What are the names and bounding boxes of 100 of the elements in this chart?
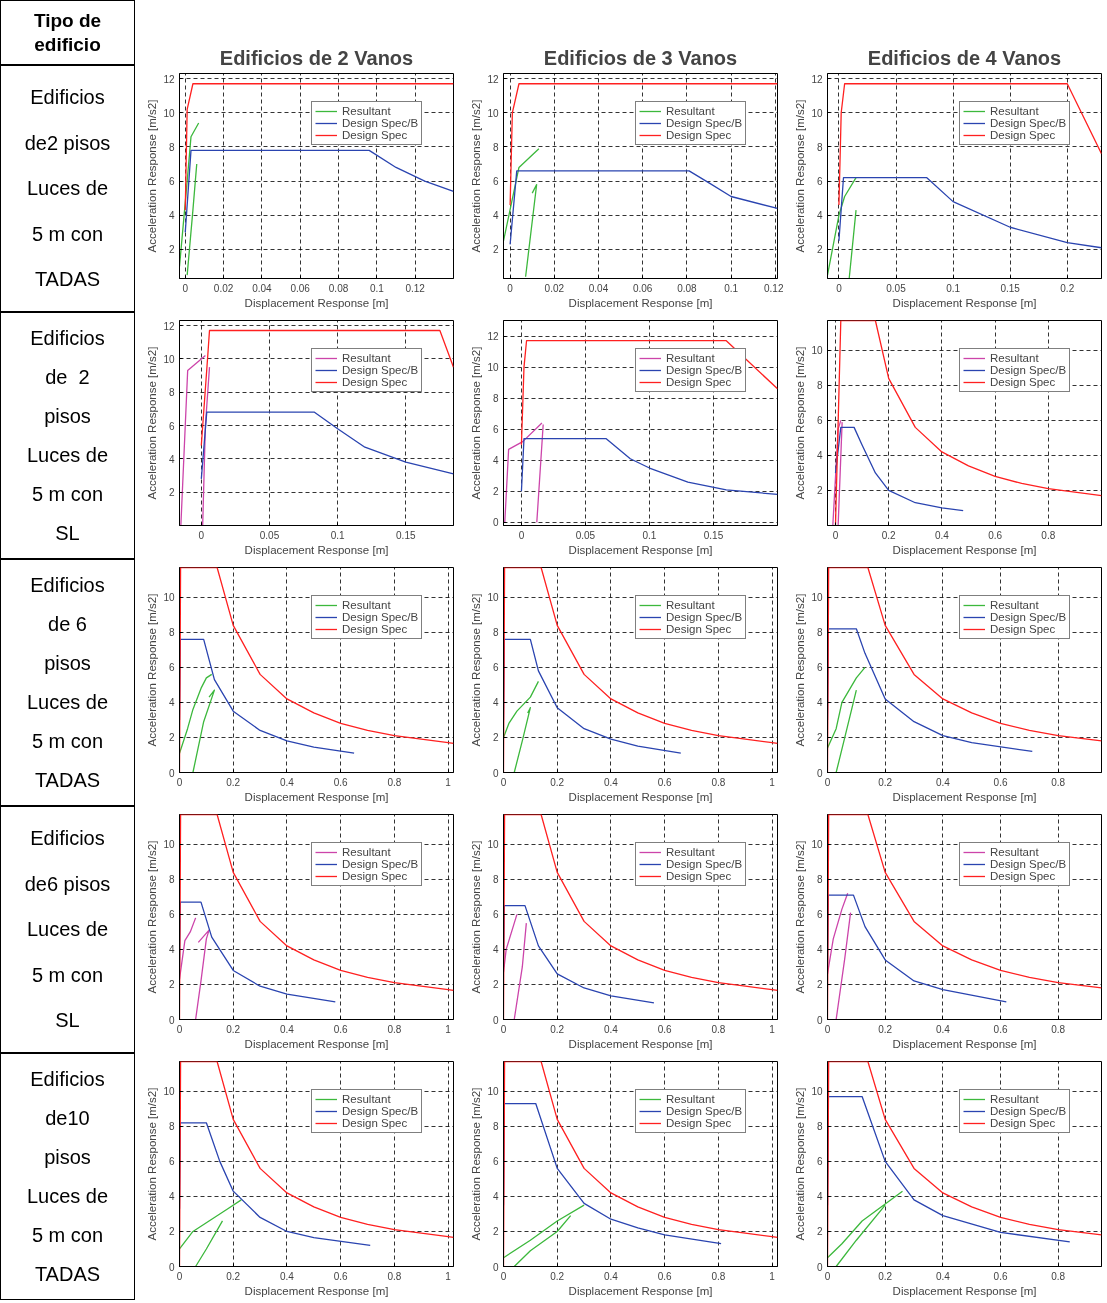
chart-title: Edificios de 4 Vanos	[867, 46, 1062, 69]
legend-label: Resultant	[666, 352, 715, 364]
x-tick-label: 0	[836, 282, 843, 294]
y-tick-label: 2	[168, 487, 175, 499]
y-tick-label: 10	[163, 353, 175, 365]
text: de2 pisos	[24, 130, 111, 156]
x-tick-label: 0.05	[259, 529, 280, 541]
x-tick-label: 0.4	[604, 776, 619, 788]
x-tick-label: 0.2	[550, 776, 565, 788]
x-tick-label: 0.15	[1000, 282, 1021, 294]
legend-label: Resultant	[990, 846, 1039, 858]
y-tick-label: 12	[811, 73, 823, 85]
y-axis-title: Acceleration Response [m/s2]	[794, 1087, 807, 1241]
legend-label: Resultant	[342, 846, 391, 858]
text: Edificios	[30, 85, 105, 111]
x-tick-label: 0.15	[703, 529, 724, 541]
x-tick-label: 0.2	[226, 776, 241, 788]
x-tick-label: 0	[176, 1270, 183, 1282]
y-axis-title: Acceleration Response [m/s2]	[146, 593, 159, 747]
y-tick-label: 2	[816, 732, 823, 744]
x-tick-label: 0.6	[657, 776, 673, 788]
y-axis-title: Acceleration Response [m/s2]	[146, 1087, 159, 1241]
y-tick-label: 8	[168, 141, 175, 153]
x-axis-title: Displacement Response [m]	[892, 1037, 1037, 1050]
legend-label: Design Spec/B	[342, 1105, 419, 1117]
x-tick-label: 0.1	[946, 282, 961, 294]
legend-label: Design Spec/B	[666, 364, 743, 376]
legend-label: Design Spec/B	[342, 364, 419, 376]
y-tick-label: 0	[492, 1261, 499, 1273]
legend-label: Design Spec	[342, 376, 408, 388]
x-axis-title: Displacement Response [m]	[892, 296, 1037, 309]
x-tick-label: 0	[176, 776, 183, 788]
text: 5 m con	[31, 221, 104, 247]
y-tick-label: 10	[163, 592, 175, 604]
legend-label: Resultant	[990, 105, 1039, 117]
x-tick-label: 0.2	[878, 1270, 893, 1282]
x-tick-label: 0.1	[330, 529, 346, 541]
y-tick-label: 4	[816, 697, 823, 709]
x-tick-label: 0.6	[993, 1023, 1008, 1035]
y-axis-title: Acceleration Response [m/s2]	[470, 593, 483, 747]
y-axis-title: Acceleration Response [m/s2]	[794, 99, 807, 253]
y-tick-label: 10	[163, 839, 175, 851]
x-axis-title: Displacement Response [m]	[892, 543, 1037, 556]
x-tick-label: 0.8	[387, 1023, 402, 1035]
y-tick-label: 10	[163, 107, 175, 119]
y-axis-title: Acceleration Response [m/s2]	[146, 840, 159, 994]
y-tick-label: 10	[487, 362, 499, 374]
y-tick-label: 6	[816, 662, 823, 674]
legend-label: Resultant	[342, 352, 391, 364]
y-tick-label: 4	[816, 210, 823, 222]
y-tick-label: 4	[168, 453, 175, 465]
x-tick-label: 0.2	[550, 1270, 565, 1282]
y-tick-label: 10	[487, 1086, 499, 1098]
x-tick-label: 0.2	[878, 776, 893, 788]
line-series	[184, 149, 454, 234]
y-tick-label: 2	[492, 732, 499, 744]
legend-label: Design Spec	[666, 623, 732, 635]
line-series	[838, 177, 1102, 249]
legend-label: Resultant	[342, 599, 391, 611]
legend-label: Design Spec/B	[990, 611, 1067, 623]
text: TADAS	[34, 1261, 101, 1287]
x-tick-label: 1	[445, 1270, 452, 1282]
x-tick-label: 0	[176, 1023, 183, 1035]
x-axis-title: Displacement Response [m]	[244, 543, 389, 556]
y-tick-label: 4	[168, 1191, 175, 1203]
text: SL	[55, 520, 80, 546]
x-tick-label: 0.12	[764, 282, 784, 294]
legend-label: Design Spec/B	[666, 117, 743, 129]
x-tick-label: 0.6	[657, 1270, 673, 1282]
y-tick-label: 6	[492, 909, 499, 921]
text: Edificios	[30, 572, 105, 598]
line-series	[838, 83, 1102, 206]
x-tick-label: 0.8	[387, 776, 402, 788]
text: Edificios	[30, 826, 105, 852]
x-tick-label: 0.8	[1051, 1270, 1066, 1282]
x-tick-label: 0.8	[387, 1270, 402, 1282]
x-axis-title: Displacement Response [m]	[892, 790, 1037, 803]
legend-label: Resultant	[666, 105, 715, 117]
y-tick-label: 10	[811, 107, 823, 119]
y-tick-label: 6	[816, 176, 823, 188]
y-tick-label: 8	[168, 387, 175, 399]
legend-label: Design Spec/B	[990, 858, 1067, 870]
x-tick-label: 0.8	[1051, 776, 1066, 788]
y-tick-label: 0	[816, 1261, 823, 1273]
x-tick-label: 0.4	[280, 1270, 295, 1282]
x-tick-label: 0.1	[369, 282, 385, 294]
x-axis-title: Displacement Response [m]	[892, 1284, 1037, 1297]
chart-title: Edificios de 2 Vanos	[219, 46, 414, 69]
x-tick-label: 0.8	[711, 1270, 726, 1282]
y-tick-label: 4	[816, 450, 823, 462]
y-tick-label: 8	[816, 1121, 823, 1133]
y-tick-label: 12	[163, 73, 175, 85]
legend-label: Resultant	[666, 599, 715, 611]
y-tick-label: 0	[816, 1014, 823, 1026]
line-series	[834, 320, 1102, 526]
y-tick-label: 10	[487, 107, 499, 119]
legend-label: Design Spec	[342, 1117, 408, 1129]
x-axis-title: Displacement Response [m]	[244, 790, 389, 803]
x-tick-label: 0.4	[280, 1023, 295, 1035]
y-tick-label: 8	[492, 1121, 499, 1133]
